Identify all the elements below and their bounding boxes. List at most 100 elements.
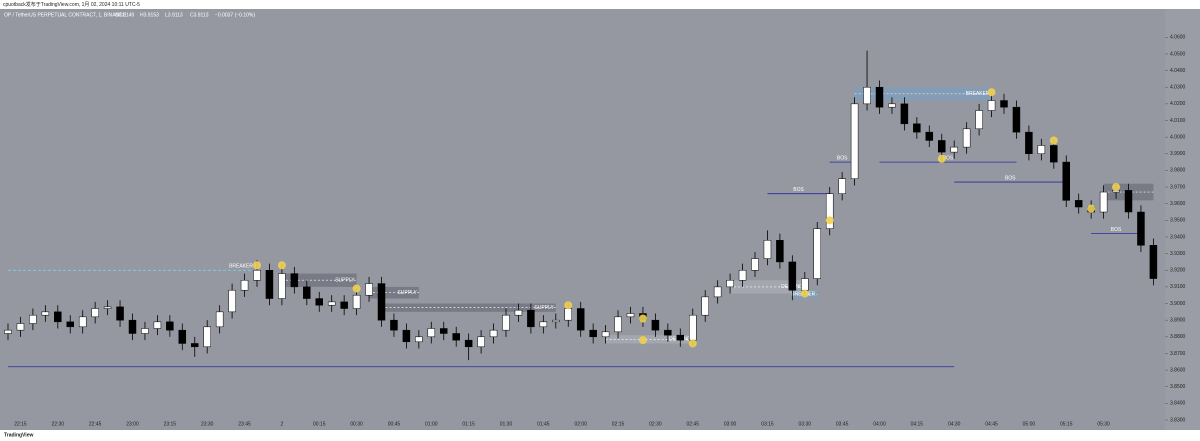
x-tick-label: 01:45 [537, 421, 550, 427]
candle-body [315, 298, 323, 306]
candle-body [975, 110, 983, 130]
pivot-marker [253, 261, 261, 270]
chart-background [0, 9, 1200, 430]
candle-body [166, 321, 174, 331]
price-axis [1165, 9, 1200, 430]
candle-body [601, 331, 610, 338]
candle-body [713, 286, 722, 298]
candle-body [1000, 100, 1008, 108]
candle-body [477, 336, 485, 348]
pivot-marker [800, 289, 809, 298]
y-tick-label: 3.9500 [1170, 218, 1186, 224]
candle-body [203, 326, 211, 348]
candle-body [54, 311, 62, 323]
candle-body [103, 306, 112, 309]
candle-body [327, 301, 336, 306]
pivot-marker [937, 154, 946, 163]
candle-body [1037, 145, 1046, 155]
candle-body [228, 289, 236, 313]
x-tick-label: 22:30 [52, 421, 65, 427]
zone-label: SUPPLY [397, 290, 417, 296]
candle-body [888, 103, 896, 108]
candle-body [1149, 245, 1158, 279]
y-tick-label: 3.9300 [1170, 251, 1186, 257]
candle-body [564, 308, 572, 321]
candle-body [29, 314, 37, 324]
y-tick-label: 3.9800 [1170, 168, 1186, 174]
candle-body [153, 321, 162, 329]
y-tick-label: 3.8900 [1170, 318, 1186, 324]
candle-body [614, 316, 622, 333]
level-label: BREAKER [229, 264, 253, 270]
level-label: BOS [943, 155, 954, 161]
y-tick-label: 3.8800 [1170, 334, 1186, 340]
x-tick-label: 00:15 [313, 421, 326, 427]
zone [381, 303, 556, 312]
candle-body [116, 306, 124, 321]
x-tick-label: 03:00 [724, 421, 737, 427]
candle-body [178, 329, 187, 344]
zone [605, 335, 693, 344]
candle-body [552, 319, 560, 323]
x-tick-label: 04:15 [911, 421, 924, 427]
candle-body [664, 329, 672, 336]
candle-body [514, 309, 523, 316]
pivot-marker [987, 88, 996, 97]
candle-body [689, 314, 697, 341]
candle-body [1062, 161, 1070, 201]
y-tick-label: 4.0400 [1170, 68, 1186, 74]
candle-body [452, 333, 460, 341]
candle-body [626, 313, 635, 318]
level-label: BOS [793, 187, 804, 193]
y-tick-label: 3.9600 [1170, 201, 1186, 207]
ohlc-close: C3.9113 [190, 12, 209, 18]
pivot-marker [1112, 183, 1121, 192]
candle-body [651, 319, 660, 331]
candle-body [913, 123, 921, 133]
candle-body [850, 103, 859, 179]
y-tick-label: 4.0200 [1170, 101, 1186, 107]
pivot-marker [638, 314, 647, 323]
candle-body [1050, 145, 1058, 163]
y-tick-label: 3.9700 [1170, 184, 1186, 190]
candle-body [427, 328, 436, 338]
candle-body [253, 270, 261, 281]
chart-title: cpuotback发布于TradingView.com, 1月 02, 2024… [3, 1, 140, 8]
candle-body [938, 140, 946, 153]
y-tick-label: 3.8700 [1170, 351, 1186, 357]
brand: TradingView [4, 432, 33, 438]
candle-body [751, 258, 759, 271]
y-tick-label: 3.8400 [1170, 401, 1186, 407]
pivot-marker [1049, 136, 1058, 145]
pivot-marker [277, 261, 286, 270]
y-tick-label: 3.9100 [1170, 284, 1186, 290]
candle-body [377, 283, 386, 321]
candle-body [402, 329, 411, 343]
x-tick-label: 23:30 [201, 421, 214, 427]
candle-body [141, 328, 149, 334]
ohlc-change: −0.0037 (−0.10%) [215, 12, 255, 18]
candle-body [962, 128, 971, 148]
x-tick-label: 00:30 [350, 421, 363, 427]
y-tick-label: 3.9400 [1170, 234, 1186, 240]
pivot-marker [564, 301, 573, 310]
y-tick-label: 3.8300 [1170, 417, 1186, 423]
y-tick-label: 4.0600 [1170, 35, 1186, 41]
candle-body [701, 296, 709, 316]
zone-label: BREAKER [966, 91, 990, 97]
candle-body [875, 86, 884, 108]
zone-label: SUPPLY [335, 278, 355, 284]
candle-body [415, 336, 423, 343]
x-tick-label: 02:45 [686, 421, 699, 427]
x-tick-label: 23:45 [238, 421, 251, 427]
candle-body [265, 270, 274, 299]
pivot-marker [352, 284, 361, 293]
candle-body [440, 328, 448, 334]
candle-body [191, 343, 199, 348]
candle-body [527, 309, 535, 328]
candle-body [1137, 211, 1145, 246]
candle-body [215, 311, 224, 328]
candle-body [813, 228, 821, 279]
